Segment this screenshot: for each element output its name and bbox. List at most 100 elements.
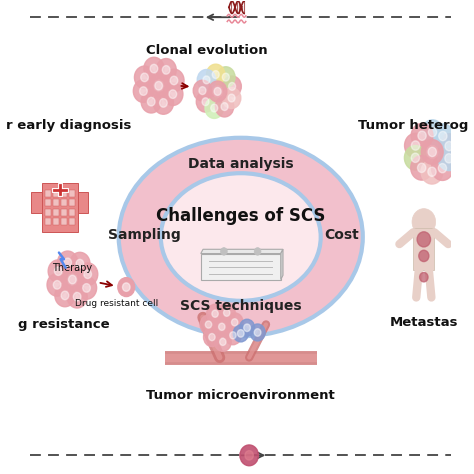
Bar	[78, 192, 88, 213]
Bar	[45, 218, 51, 225]
Circle shape	[222, 88, 241, 109]
Circle shape	[164, 69, 184, 92]
Ellipse shape	[118, 138, 363, 336]
Circle shape	[418, 131, 426, 140]
Circle shape	[221, 102, 228, 110]
Circle shape	[222, 73, 229, 81]
Text: Tumor microenvironment: Tumor microenvironment	[146, 389, 335, 402]
Circle shape	[160, 99, 167, 107]
Circle shape	[150, 64, 158, 73]
Text: Challenges of SCS: Challenges of SCS	[156, 207, 326, 225]
Bar	[45, 190, 51, 197]
Text: Metastas: Metastas	[390, 316, 458, 328]
Circle shape	[219, 338, 226, 346]
Circle shape	[240, 445, 258, 466]
Circle shape	[78, 263, 98, 285]
Circle shape	[69, 275, 76, 284]
Bar	[53, 199, 58, 206]
Circle shape	[203, 328, 220, 346]
Circle shape	[144, 57, 164, 80]
Circle shape	[169, 90, 177, 99]
Circle shape	[405, 133, 427, 158]
Circle shape	[118, 278, 135, 297]
Circle shape	[135, 66, 155, 89]
Circle shape	[411, 153, 419, 163]
Bar	[61, 190, 67, 197]
Circle shape	[438, 134, 460, 158]
Circle shape	[225, 326, 241, 345]
Circle shape	[428, 147, 437, 156]
Circle shape	[199, 87, 206, 94]
Circle shape	[141, 73, 148, 82]
Circle shape	[163, 83, 183, 106]
Bar	[413, 228, 434, 270]
Circle shape	[57, 251, 78, 273]
Circle shape	[228, 94, 235, 102]
Bar	[61, 199, 67, 206]
Circle shape	[61, 291, 69, 300]
Circle shape	[155, 82, 163, 90]
Circle shape	[230, 332, 236, 339]
Circle shape	[233, 325, 248, 342]
Circle shape	[254, 328, 261, 336]
Circle shape	[223, 76, 241, 97]
Bar	[69, 209, 74, 216]
Text: Cost: Cost	[324, 228, 359, 242]
Bar	[42, 182, 78, 232]
Circle shape	[432, 124, 454, 148]
Circle shape	[239, 319, 255, 336]
Circle shape	[207, 64, 225, 85]
Circle shape	[250, 324, 265, 341]
Circle shape	[438, 131, 447, 141]
Circle shape	[205, 98, 224, 118]
Circle shape	[226, 313, 243, 332]
Circle shape	[417, 232, 430, 247]
Circle shape	[220, 247, 227, 255]
Circle shape	[219, 303, 235, 322]
Circle shape	[162, 65, 170, 74]
Bar	[69, 218, 74, 225]
Circle shape	[156, 58, 176, 81]
Bar	[45, 209, 51, 216]
Circle shape	[70, 252, 90, 275]
Circle shape	[212, 71, 219, 79]
Text: Drug resistant cell: Drug resistant cell	[75, 299, 158, 308]
Text: Therapy: Therapy	[52, 263, 92, 273]
Circle shape	[170, 76, 178, 85]
Circle shape	[212, 310, 218, 317]
Circle shape	[148, 74, 169, 97]
Circle shape	[205, 321, 212, 328]
Circle shape	[421, 140, 443, 164]
Circle shape	[438, 146, 460, 171]
Circle shape	[419, 250, 429, 262]
Circle shape	[73, 292, 81, 301]
Bar	[45, 199, 51, 206]
Circle shape	[214, 88, 221, 95]
Circle shape	[67, 285, 87, 308]
Circle shape	[214, 332, 231, 351]
Circle shape	[411, 123, 433, 148]
Circle shape	[133, 80, 154, 102]
Circle shape	[445, 141, 453, 151]
Circle shape	[83, 283, 91, 292]
Circle shape	[84, 270, 91, 279]
Circle shape	[419, 273, 428, 282]
Circle shape	[254, 247, 261, 255]
Text: g resistance: g resistance	[18, 318, 110, 331]
Polygon shape	[281, 249, 283, 280]
Circle shape	[428, 128, 437, 137]
Circle shape	[411, 141, 419, 150]
Circle shape	[219, 323, 225, 330]
Circle shape	[202, 98, 209, 106]
Polygon shape	[201, 249, 283, 254]
Circle shape	[64, 258, 72, 267]
Circle shape	[209, 81, 227, 102]
Circle shape	[53, 281, 61, 289]
Circle shape	[141, 91, 161, 113]
Circle shape	[215, 96, 234, 117]
Circle shape	[228, 82, 236, 91]
Circle shape	[209, 334, 215, 341]
Circle shape	[76, 276, 97, 299]
Bar	[53, 190, 58, 197]
Polygon shape	[201, 254, 281, 280]
